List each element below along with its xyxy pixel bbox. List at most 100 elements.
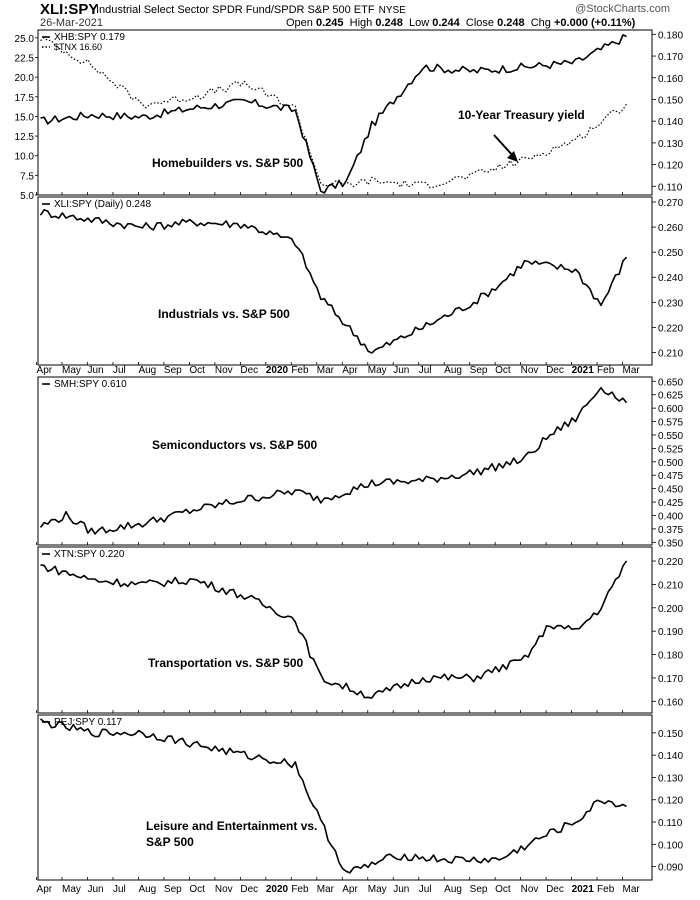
x-tick-label: Feb xyxy=(291,365,309,376)
annotation: S&P 500 xyxy=(146,835,194,849)
x-tick-label: Sep xyxy=(164,884,182,895)
x-tick-label: Feb xyxy=(597,884,615,895)
y-tick-label: 0.170 xyxy=(658,52,683,63)
y-tick-label: 0.110 xyxy=(658,818,683,829)
open-value: 0.245 xyxy=(315,17,344,29)
y-tick-label: 0.200 xyxy=(658,604,683,615)
legend-entry: $TNX 16.60 xyxy=(54,42,102,52)
x-tick-label: Mar xyxy=(317,884,335,895)
x-tick-label: Mar xyxy=(623,365,641,376)
x-tick-label: May xyxy=(62,365,81,376)
y-tick-label: 0.450 xyxy=(658,485,683,496)
x-tick-label: Dec xyxy=(240,884,258,895)
y-tick-label: 0.250 xyxy=(658,248,683,259)
y-left-tick-label: 15.0 xyxy=(15,112,35,123)
panel-frame xyxy=(37,196,653,366)
x-tick-label: 2021 xyxy=(572,884,595,895)
x-tick-label: Aug xyxy=(138,365,156,376)
y-tick-label: 0.220 xyxy=(658,557,683,568)
series-line-xtn-spy xyxy=(40,560,628,699)
y-tick-label: 0.400 xyxy=(658,511,683,522)
y-tick-label: 0.270 xyxy=(658,198,683,209)
y-left-tick-label: 5.0 xyxy=(20,191,34,202)
ohlc-readout: Open 0.245 High 0.248 Low 0.244 Close 0.… xyxy=(286,17,635,29)
x-tick-label: Jun xyxy=(88,884,104,895)
legend-entry: XHB:SPY 0.179 xyxy=(54,32,125,43)
x-tick-label: Aug xyxy=(444,884,462,895)
y-tick-label: 0.375 xyxy=(658,525,683,536)
x-tick-label: Jun xyxy=(393,884,409,895)
annotation: Industrials vs. S&P 500 xyxy=(158,307,290,321)
y-tick-label: 0.100 xyxy=(658,840,683,851)
y-left-tick-label: 22.5 xyxy=(15,54,35,65)
x-tick-label: Aug xyxy=(444,365,462,376)
x-tick-label: May xyxy=(62,884,81,895)
y-tick-label: 0.350 xyxy=(658,538,683,549)
panel-frame xyxy=(37,714,653,881)
y-tick-label: 0.150 xyxy=(658,729,683,740)
x-tick-label: Sep xyxy=(470,365,488,376)
y-tick-label: 0.260 xyxy=(658,223,683,234)
exchange-label: NYSE xyxy=(378,5,406,16)
y-tick-label: 0.160 xyxy=(658,74,683,85)
open-label: Open xyxy=(286,17,313,29)
x-tick-label: Dec xyxy=(546,884,564,895)
x-tick-label: Oct xyxy=(495,365,511,376)
y-tick-label: 0.475 xyxy=(658,471,683,482)
y-tick-label: 0.180 xyxy=(658,30,683,41)
panel-frame xyxy=(37,29,653,196)
high-value: 0.248 xyxy=(375,17,403,29)
chg-label: Chg xyxy=(530,17,551,29)
x-tick-label: Apr xyxy=(37,365,53,376)
chart-header: XLI:SPY Industrial Select Sector SPDR Fu… xyxy=(0,0,700,30)
series-line--tnx xyxy=(40,37,628,189)
x-tick-label: Sep xyxy=(470,884,488,895)
y-left-tick-label: 25.0 xyxy=(15,34,35,45)
y-left-tick-label: 7.5 xyxy=(20,171,34,182)
y-tick-label: 0.550 xyxy=(658,431,683,442)
y-left-tick-label: 10.0 xyxy=(15,152,35,163)
x-tick-label: Nov xyxy=(521,365,539,376)
chart-date: 26-Mar-2021 xyxy=(40,17,103,29)
x-tick-label: Dec xyxy=(546,365,564,376)
annotation: Transportation vs. S&P 500 xyxy=(148,656,303,670)
y-tick-label: 0.220 xyxy=(658,323,683,334)
y-tick-label: 0.120 xyxy=(658,161,683,172)
y-tick-label: 0.190 xyxy=(658,627,683,638)
y-tick-label: 0.170 xyxy=(658,674,683,685)
panel-frame xyxy=(37,546,653,714)
x-tick-label: Apr xyxy=(342,884,358,895)
y-tick-label: 0.650 xyxy=(658,377,683,388)
chart-symbol: XLI:SPY xyxy=(40,1,99,18)
x-tick-label: Apr xyxy=(342,365,358,376)
annotation-arrowhead xyxy=(507,151,518,162)
x-tick-label: Nov xyxy=(215,884,233,895)
y-tick-label: 0.525 xyxy=(658,444,683,455)
low-value: 0.244 xyxy=(432,17,460,29)
x-tick-label: Sep xyxy=(164,365,182,376)
y-tick-label: 0.150 xyxy=(658,95,683,106)
x-tick-label: 2020 xyxy=(266,884,289,895)
x-tick-label: Nov xyxy=(215,365,233,376)
y-tick-label: 0.500 xyxy=(658,458,683,469)
x-tick-label: Oct xyxy=(189,365,205,376)
y-tick-label: 0.130 xyxy=(658,139,683,150)
y-left-tick-label: 12.5 xyxy=(15,132,35,143)
x-tick-label: May xyxy=(368,365,387,376)
y-tick-label: 0.425 xyxy=(658,498,683,509)
y-tick-label: 0.625 xyxy=(658,391,683,402)
legend-entry: PEJ:SPY 0.117 xyxy=(54,717,122,728)
panel-frame xyxy=(37,376,653,546)
close-label: Close xyxy=(465,17,495,29)
x-tick-label: Jul xyxy=(419,365,432,376)
x-tick-label: Aug xyxy=(138,884,156,895)
high-label: High xyxy=(349,17,373,29)
x-tick-label: Oct xyxy=(189,884,205,895)
stockcharts-credit: @StockCharts.com xyxy=(575,3,670,15)
y-tick-label: 0.230 xyxy=(658,298,683,309)
close-value: 0.248 xyxy=(497,17,525,29)
y-tick-label: 0.140 xyxy=(658,751,683,762)
x-tick-label: May xyxy=(368,884,387,895)
chart-description: Industrial Select Sector SPDR Fund/SPDR … xyxy=(96,4,406,16)
